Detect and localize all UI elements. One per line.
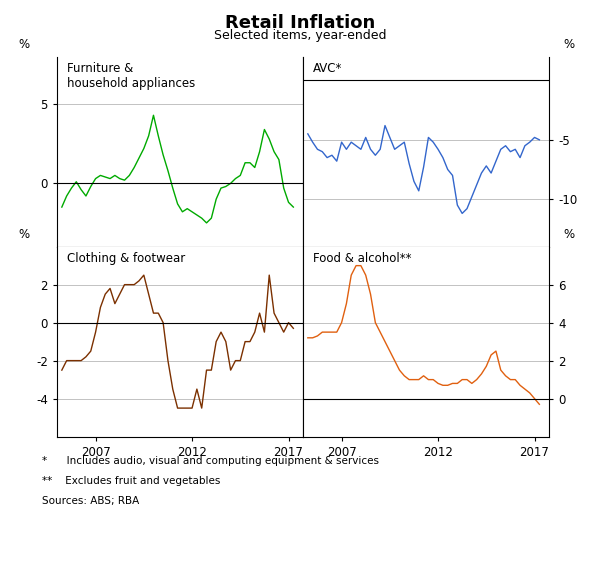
Text: *      Includes audio, visual and computing equipment & services: * Includes audio, visual and computing e… bbox=[42, 456, 379, 467]
Text: Retail Inflation: Retail Inflation bbox=[225, 14, 375, 32]
Text: **    Excludes fruit and vegetables: ** Excludes fruit and vegetables bbox=[42, 476, 220, 486]
Text: AVC*: AVC* bbox=[313, 62, 342, 75]
Text: %: % bbox=[563, 228, 574, 241]
Text: %: % bbox=[18, 38, 29, 51]
Text: Selected items, year-ended: Selected items, year-ended bbox=[214, 29, 386, 43]
Text: Food & alcohol**: Food & alcohol** bbox=[313, 252, 412, 265]
Text: %: % bbox=[18, 228, 29, 241]
Text: Furniture &
household appliances: Furniture & household appliances bbox=[67, 62, 195, 90]
Text: Clothing & footwear: Clothing & footwear bbox=[67, 252, 185, 265]
Text: %: % bbox=[563, 38, 574, 51]
Text: Sources: ABS; RBA: Sources: ABS; RBA bbox=[42, 496, 139, 506]
